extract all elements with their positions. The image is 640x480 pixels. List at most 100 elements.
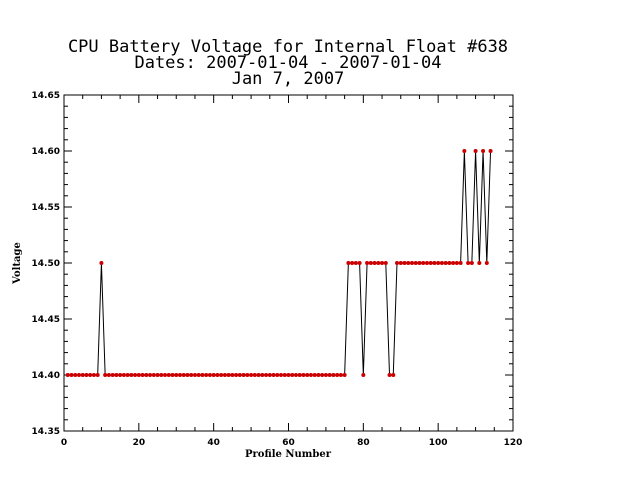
data-point bbox=[245, 373, 250, 377]
y-tick-label: 14.50 bbox=[32, 259, 60, 269]
data-point bbox=[189, 373, 194, 377]
x-tick-label: 0 bbox=[61, 438, 67, 448]
data-point bbox=[342, 373, 347, 377]
data-point bbox=[365, 261, 370, 265]
data-point bbox=[275, 373, 280, 377]
data-point bbox=[76, 373, 81, 377]
data-point bbox=[466, 261, 471, 265]
data-point bbox=[234, 373, 239, 377]
y-tick-label: 14.45 bbox=[32, 315, 60, 325]
data-point bbox=[424, 261, 429, 265]
title-line-1: CPU Battery Voltage for Internal Float #… bbox=[68, 37, 508, 57]
data-point bbox=[185, 373, 190, 377]
data-point bbox=[69, 373, 74, 377]
data-point bbox=[118, 373, 123, 377]
data-point bbox=[103, 373, 108, 377]
data-point bbox=[121, 373, 126, 377]
data-point bbox=[110, 373, 115, 377]
data-point bbox=[125, 373, 130, 377]
data-point bbox=[338, 373, 343, 377]
data-point bbox=[95, 373, 100, 377]
y-tick-label: 14.35 bbox=[32, 427, 60, 437]
data-point bbox=[473, 149, 478, 153]
title-line-3: Jan 7, 2007 bbox=[232, 69, 345, 89]
data-point bbox=[230, 373, 235, 377]
axis-tick-labels: 0 20 40 60 80 100 120 14.35 14.40 14.45 14.50 14.55… bbox=[32, 91, 523, 448]
data-point bbox=[159, 373, 164, 377]
data-point bbox=[177, 373, 182, 377]
data-point bbox=[140, 373, 145, 377]
data-point bbox=[402, 261, 407, 265]
data-point bbox=[196, 373, 201, 377]
data-point bbox=[481, 149, 486, 153]
data-point bbox=[387, 373, 392, 377]
data-point bbox=[241, 373, 246, 377]
x-tick-label: 60 bbox=[282, 438, 295, 448]
data-point bbox=[454, 261, 459, 265]
data-point bbox=[484, 261, 489, 265]
data-point bbox=[215, 373, 220, 377]
data-point bbox=[73, 373, 78, 377]
y-tick-label: 14.40 bbox=[32, 371, 60, 381]
data-point bbox=[174, 373, 179, 377]
data-point bbox=[80, 373, 85, 377]
data-point bbox=[406, 261, 411, 265]
data-point bbox=[391, 373, 396, 377]
data-point bbox=[99, 261, 104, 265]
data-point bbox=[256, 373, 261, 377]
data-point bbox=[163, 373, 168, 377]
data-point bbox=[155, 373, 160, 377]
x-axis-label: Profile Number bbox=[245, 449, 332, 460]
data-point bbox=[383, 261, 388, 265]
data-point bbox=[447, 261, 452, 265]
data-point bbox=[219, 373, 224, 377]
data-point bbox=[372, 261, 377, 265]
data-point bbox=[151, 373, 156, 377]
data-point bbox=[436, 261, 441, 265]
data-point bbox=[260, 373, 265, 377]
data-point bbox=[207, 373, 212, 377]
data-point bbox=[204, 373, 209, 377]
data-point bbox=[297, 373, 302, 377]
data-point bbox=[200, 373, 205, 377]
data-point bbox=[170, 373, 175, 377]
data-point bbox=[428, 261, 433, 265]
data-point bbox=[282, 373, 287, 377]
y-tick-label: 14.60 bbox=[32, 147, 60, 157]
data-point bbox=[129, 373, 134, 377]
data-point bbox=[335, 373, 340, 377]
data-point bbox=[305, 373, 310, 377]
x-tick-label: 120 bbox=[504, 438, 523, 448]
data-point bbox=[443, 261, 448, 265]
data-point bbox=[439, 261, 444, 265]
y-tick-label: 14.55 bbox=[32, 203, 60, 213]
data-point bbox=[316, 373, 321, 377]
data-point bbox=[346, 261, 351, 265]
title-line-2: Dates: 2007-01-04 - 2007-01-04 bbox=[134, 53, 441, 73]
data-point bbox=[323, 373, 328, 377]
series-layer bbox=[65, 149, 493, 377]
data-point bbox=[361, 373, 366, 377]
chart-title: CPU Battery Voltage for Internal Float #… bbox=[68, 37, 508, 89]
data-point bbox=[458, 261, 463, 265]
y-axis-label: Voltage bbox=[12, 242, 23, 285]
data-point bbox=[166, 373, 171, 377]
x-tick-label: 20 bbox=[133, 438, 146, 448]
x-tick-label: 100 bbox=[429, 438, 448, 448]
data-point bbox=[271, 373, 276, 377]
data-point bbox=[451, 261, 456, 265]
data-point bbox=[353, 261, 358, 265]
data-point bbox=[409, 261, 414, 265]
data-point bbox=[148, 373, 153, 377]
data-point bbox=[421, 261, 426, 265]
data-point bbox=[462, 149, 467, 153]
data-point bbox=[398, 261, 403, 265]
data-point bbox=[308, 373, 313, 377]
x-tick-label: 80 bbox=[357, 438, 370, 448]
data-point bbox=[84, 373, 89, 377]
data-point bbox=[432, 261, 437, 265]
data-point bbox=[368, 261, 373, 265]
data-point bbox=[301, 373, 306, 377]
x-tick-label: 40 bbox=[207, 438, 220, 448]
